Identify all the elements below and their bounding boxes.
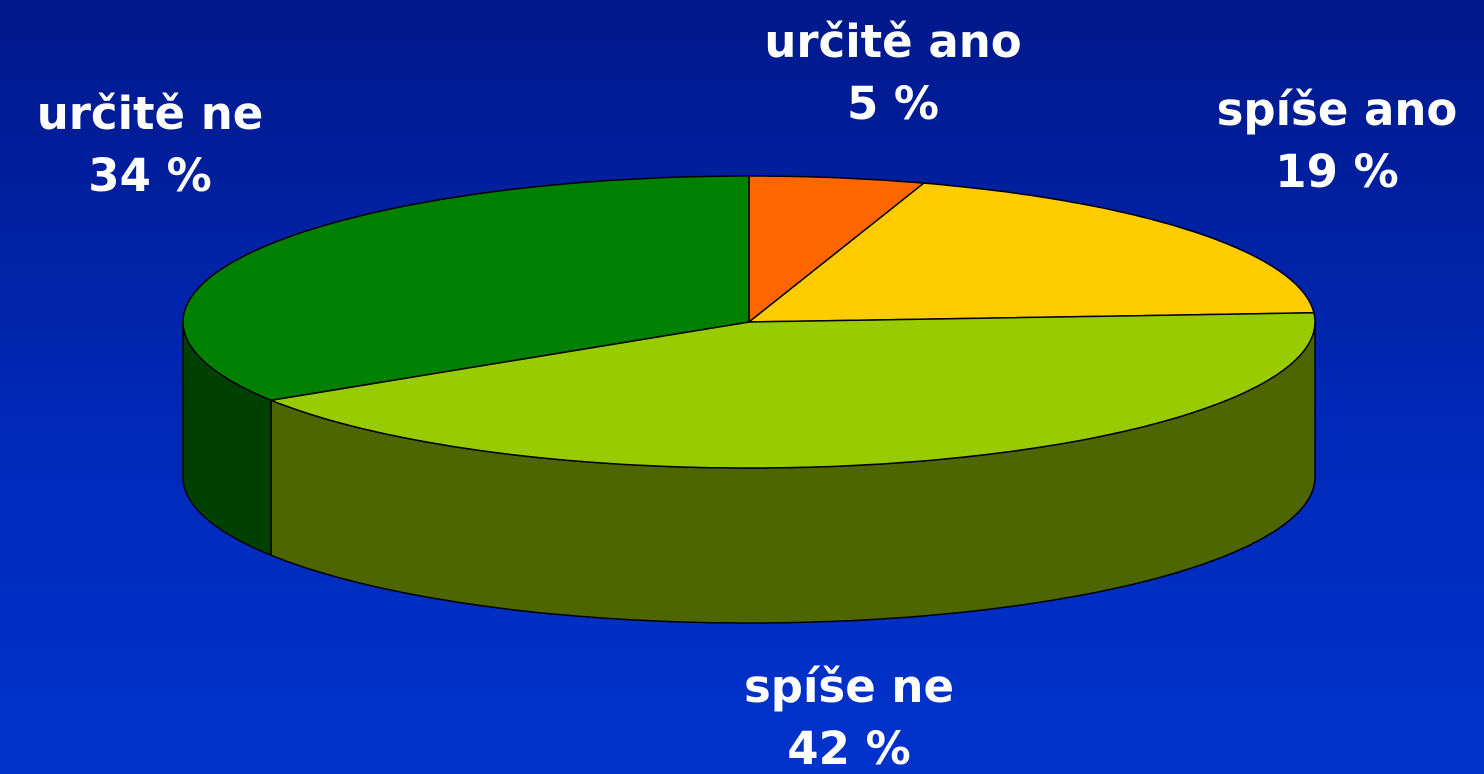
value-label: 42 % (787, 722, 910, 774)
value-label: 5 % (847, 77, 939, 130)
value-label: 19 % (1275, 145, 1398, 198)
pie-slice (748, 182, 1315, 323)
pie-slice (182, 175, 750, 401)
slice-label: spíše ne (744, 660, 954, 713)
value-label: 34 % (88, 149, 211, 202)
slice-label: určitě ano (764, 15, 1021, 68)
pie-slice (270, 312, 1316, 469)
slice-label: určitě ne (37, 87, 264, 140)
slice-label: spíše ano (1217, 83, 1458, 136)
pie-slice (748, 175, 925, 323)
